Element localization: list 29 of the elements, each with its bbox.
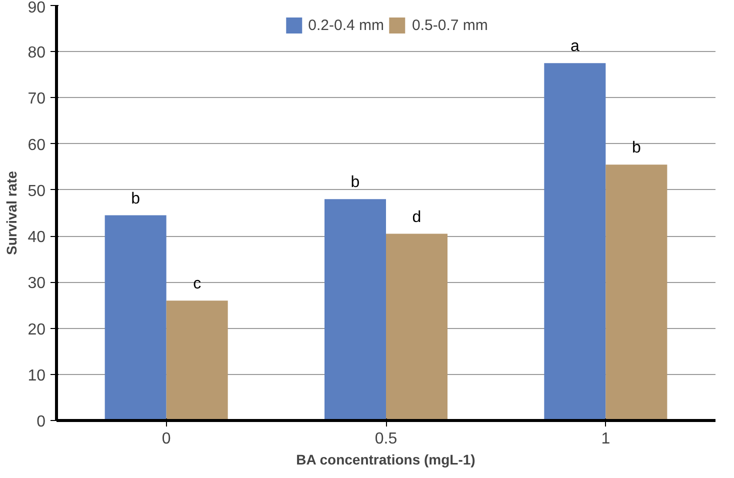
y-tick-label: 80 <box>28 44 46 62</box>
y-tick-label: 50 <box>28 182 46 200</box>
y-tick-label: 0 <box>36 414 46 430</box>
x-tick-label: 1 <box>601 430 610 448</box>
bar <box>544 63 606 420</box>
bar <box>104 215 166 420</box>
y-tick-label: 40 <box>28 229 46 246</box>
bar <box>606 164 668 420</box>
bar <box>166 300 228 420</box>
y-tick-label: 90 <box>28 0 46 16</box>
y-tick-label: 10 <box>28 367 46 384</box>
y-tick-label: 70 <box>28 90 46 108</box>
data-label: d <box>412 208 422 226</box>
y-tick-label: 30 <box>28 275 46 292</box>
data-label: c <box>193 276 202 293</box>
y-tick-label: 20 <box>28 321 46 338</box>
x-axis-title: BA concentrations (mgL-1) <box>296 452 476 468</box>
x-tick-label: 0 <box>162 430 171 448</box>
y-tick-label: 60 <box>28 136 46 154</box>
bar <box>386 234 448 420</box>
legend-label: 0.5-0.7 mm <box>412 16 488 34</box>
data-label: b <box>632 140 641 157</box>
legend-label: 0.2-0.4 mm <box>308 16 384 34</box>
data-label: b <box>131 190 140 208</box>
data-label: a <box>570 38 580 56</box>
y-axis-title: Survival rate <box>4 170 20 256</box>
data-label: b <box>350 174 360 192</box>
bar <box>324 199 386 420</box>
x-tick-label: 0.5 <box>374 430 398 448</box>
